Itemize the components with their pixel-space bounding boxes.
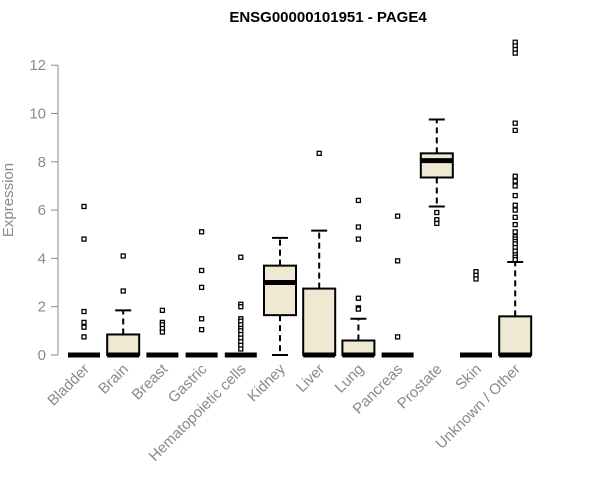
outlier-point <box>120 253 126 259</box>
outlier-point <box>198 284 205 291</box>
outlier-point <box>355 197 362 204</box>
outlier-point <box>512 50 518 56</box>
outlier-point <box>512 221 518 228</box>
x-tick-label: Kidney <box>244 360 289 405</box>
outlier-point <box>512 173 518 179</box>
outlier-point <box>394 334 401 340</box>
outlier-point <box>355 236 362 242</box>
outlier-point <box>198 316 205 322</box>
outlier-point <box>512 202 518 208</box>
outlier-point <box>512 192 518 199</box>
y-tick-label: 2 <box>38 299 46 316</box>
outlier-point <box>238 304 244 310</box>
box-group <box>460 269 492 358</box>
outlier-point <box>198 326 205 333</box>
outlier-point <box>81 308 87 315</box>
box-group <box>341 197 376 358</box>
y-axis: 0 2 4 6 8 10 12 <box>29 57 59 364</box>
box-group <box>185 229 218 358</box>
x-tick-label: Liver <box>293 361 328 396</box>
outlier-point <box>238 346 244 352</box>
box <box>498 315 533 356</box>
y-tick-label: 4 <box>38 250 46 267</box>
outlier-point <box>512 256 518 263</box>
outlier-point <box>238 254 244 260</box>
outlier-point <box>316 150 322 156</box>
outlier-point <box>394 213 401 219</box>
box-group <box>498 39 533 358</box>
box <box>419 152 454 179</box>
box-group <box>224 254 257 358</box>
chart-title: ENSG00000101951 - PAGE4 <box>229 9 427 26</box>
box <box>106 333 141 357</box>
plot-area <box>68 39 533 358</box>
outlier-point <box>434 209 440 216</box>
box-group <box>302 150 337 358</box>
outlier-point <box>512 120 518 126</box>
box-group <box>68 203 100 358</box>
outlier-point <box>355 224 362 230</box>
box <box>263 264 297 317</box>
outlier-point <box>473 276 479 282</box>
outlier-point <box>159 329 166 335</box>
outlier-point <box>512 214 518 220</box>
outlier-point <box>81 334 87 340</box>
y-tick-label: 12 <box>29 57 46 74</box>
outlier-point <box>81 324 87 330</box>
outlier-point <box>81 236 87 242</box>
y-tick-label: 0 <box>38 347 46 364</box>
outlier-point <box>81 319 87 326</box>
outlier-point <box>81 203 87 210</box>
outlier-point <box>512 207 518 213</box>
outlier-point <box>512 178 518 184</box>
x-tick-label: Skin <box>452 361 485 394</box>
outlier-point <box>512 229 518 235</box>
outlier-point <box>120 288 126 294</box>
outlier-point <box>355 306 362 312</box>
outlier-point <box>355 295 362 301</box>
box-group <box>419 118 454 227</box>
y-tick-label: 10 <box>29 106 46 123</box>
box-group <box>263 236 297 356</box>
x-tick-label: Bladder <box>44 361 93 410</box>
outlier-point <box>434 220 440 227</box>
box-group <box>146 307 179 358</box>
x-tick-label: Breast <box>129 360 172 403</box>
outlier-point <box>198 229 205 235</box>
outlier-point <box>512 127 518 134</box>
box-group <box>106 253 141 358</box>
y-tick-label: 6 <box>38 202 46 219</box>
outlier-point <box>512 183 518 189</box>
box <box>302 287 337 356</box>
outlier-point <box>159 307 166 313</box>
y-tick-label: 8 <box>38 154 46 171</box>
x-tick-label: Lung <box>332 361 368 397</box>
y-axis-label: Expression <box>0 163 17 237</box>
outlier-point <box>394 258 401 264</box>
outlier-point <box>198 267 205 274</box>
box-group <box>381 213 414 358</box>
x-tick-label: Brain <box>95 361 132 398</box>
